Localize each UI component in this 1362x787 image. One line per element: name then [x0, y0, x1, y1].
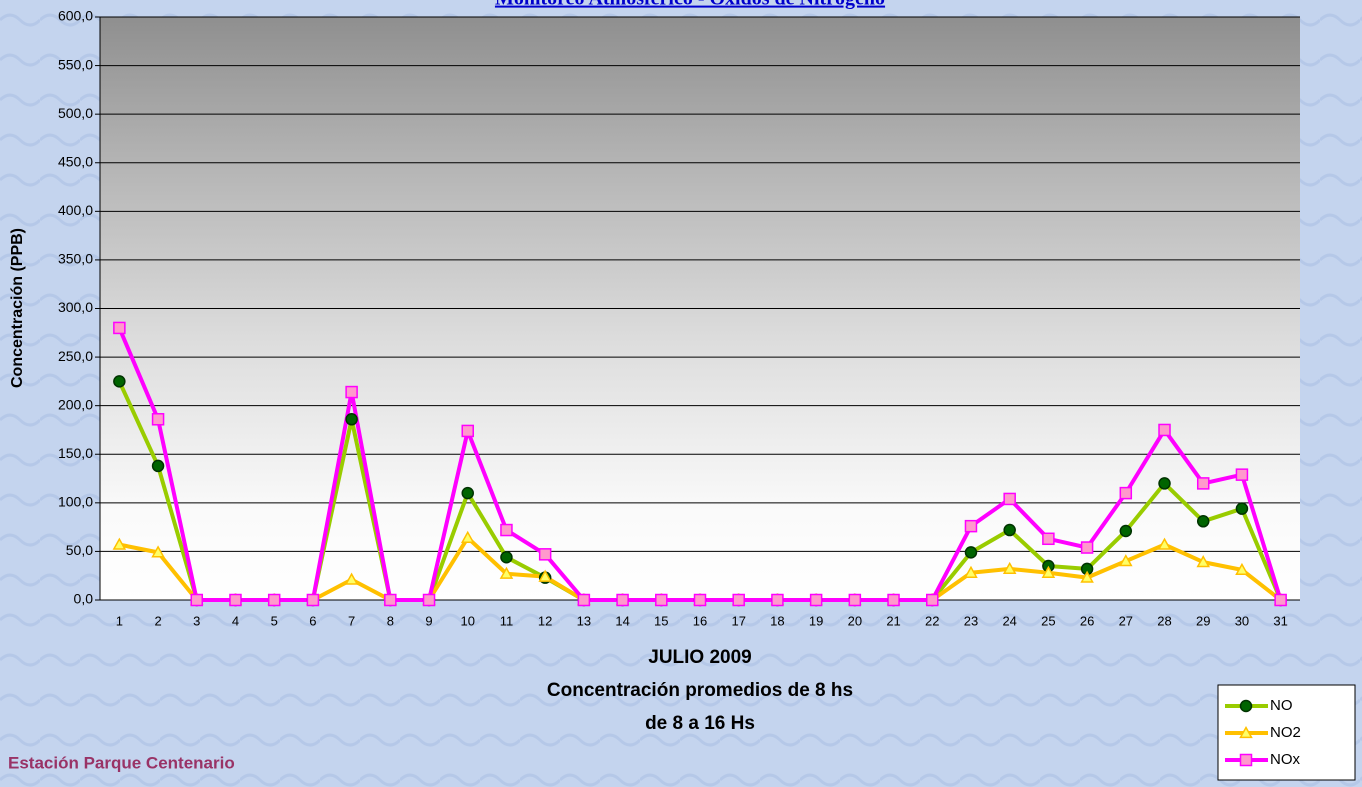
- x-tick-label: 12: [538, 613, 552, 628]
- marker: [540, 549, 551, 560]
- y-tick-label: 500,0: [58, 105, 93, 121]
- marker: [307, 595, 318, 606]
- marker: [346, 387, 357, 398]
- marker: [114, 322, 125, 333]
- x-tick-label: 6: [309, 613, 316, 628]
- marker: [617, 595, 628, 606]
- marker: [114, 376, 125, 387]
- x-tick-label: 17: [731, 613, 745, 628]
- x-tick-label: 2: [154, 613, 161, 628]
- marker: [1198, 478, 1209, 489]
- x-tick-label: 29: [1196, 613, 1210, 628]
- y-tick-label: 350,0: [58, 251, 93, 267]
- x-tick-label: 19: [809, 613, 823, 628]
- x-tick-label: 9: [425, 613, 432, 628]
- x-tick-label: 24: [1002, 613, 1016, 628]
- x-tick-label: 18: [770, 613, 784, 628]
- x-tick-label: 23: [964, 613, 978, 628]
- x-tick-label: 15: [654, 613, 668, 628]
- x-tick-label: 1: [116, 613, 123, 628]
- marker: [965, 547, 976, 558]
- y-tick-label: 400,0: [58, 202, 93, 218]
- marker: [695, 595, 706, 606]
- y-tick-label: 50,0: [66, 542, 93, 558]
- x-tick-label: 11: [500, 613, 514, 628]
- marker: [1241, 701, 1252, 712]
- marker: [1120, 488, 1131, 499]
- marker: [772, 595, 783, 606]
- marker: [1236, 503, 1247, 514]
- marker: [1120, 526, 1131, 537]
- y-tick-label: 200,0: [58, 396, 93, 412]
- x-tick-label: 21: [886, 613, 900, 628]
- y-tick-label: 100,0: [58, 494, 93, 510]
- marker: [849, 595, 860, 606]
- x-tick-label: 28: [1157, 613, 1171, 628]
- y-tick-label: 0,0: [74, 591, 94, 607]
- marker: [153, 460, 164, 471]
- x-axis-label: JULIO 2009: [648, 647, 752, 668]
- x-tick-label: 8: [387, 613, 394, 628]
- x-axis-label: de 8 a 16 Hs: [645, 713, 755, 734]
- marker: [965, 521, 976, 532]
- y-tick-label: 250,0: [58, 348, 93, 364]
- marker: [424, 595, 435, 606]
- marker: [1004, 493, 1015, 504]
- marker: [153, 414, 164, 425]
- y-tick-label: 150,0: [58, 445, 93, 461]
- marker: [501, 525, 512, 536]
- y-tick-label: 300,0: [58, 299, 93, 315]
- marker: [462, 488, 473, 499]
- y-tick-label: 600,0: [58, 8, 93, 24]
- y-tick-label: 550,0: [58, 56, 93, 72]
- marker: [346, 414, 357, 425]
- marker: [656, 595, 667, 606]
- chart-title: Monitoreo Atmosférico - Óxidos de Nitróg…: [495, 0, 885, 10]
- marker: [733, 595, 744, 606]
- marker: [1198, 516, 1209, 527]
- marker: [191, 595, 202, 606]
- marker: [385, 595, 396, 606]
- marker: [501, 552, 512, 563]
- marker: [1082, 542, 1093, 553]
- x-tick-label: 27: [1119, 613, 1133, 628]
- x-tick-label: 4: [232, 613, 239, 628]
- x-axis-label: Concentración promedios de 8 hs: [547, 680, 853, 701]
- marker: [578, 595, 589, 606]
- footer: Estación Parque Centenario: [8, 753, 235, 772]
- marker: [230, 595, 241, 606]
- marker: [1043, 533, 1054, 544]
- marker: [1004, 525, 1015, 536]
- marker: [1275, 595, 1286, 606]
- marker: [269, 595, 280, 606]
- legend-label: NO2: [1270, 724, 1301, 741]
- legend-label: NO: [1270, 697, 1293, 714]
- x-tick-label: 7: [348, 613, 355, 628]
- x-tick-label: 5: [271, 613, 278, 628]
- x-tick-label: 13: [577, 613, 591, 628]
- chart: Monitoreo Atmosférico - Óxidos de Nitróg…: [0, 0, 1362, 787]
- marker: [888, 595, 899, 606]
- marker: [1159, 478, 1170, 489]
- x-tick-label: 16: [693, 613, 707, 628]
- marker: [462, 425, 473, 436]
- x-tick-label: 3: [193, 613, 200, 628]
- marker: [1236, 469, 1247, 480]
- x-tick-label: 14: [615, 613, 629, 628]
- x-tick-label: 20: [848, 613, 862, 628]
- x-tick-label: 30: [1235, 613, 1249, 628]
- x-tick-label: 22: [925, 613, 939, 628]
- legend-label: NOx: [1270, 751, 1301, 768]
- marker: [1159, 424, 1170, 435]
- marker: [1241, 755, 1252, 766]
- x-tick-label: 31: [1273, 613, 1287, 628]
- x-tick-label: 10: [461, 613, 475, 628]
- x-tick-label: 25: [1041, 613, 1055, 628]
- y-tick-label: 450,0: [58, 153, 93, 169]
- y-axis-label: Concentración (PPB): [9, 228, 26, 388]
- marker: [811, 595, 822, 606]
- x-tick-label: 26: [1080, 613, 1094, 628]
- marker: [927, 595, 938, 606]
